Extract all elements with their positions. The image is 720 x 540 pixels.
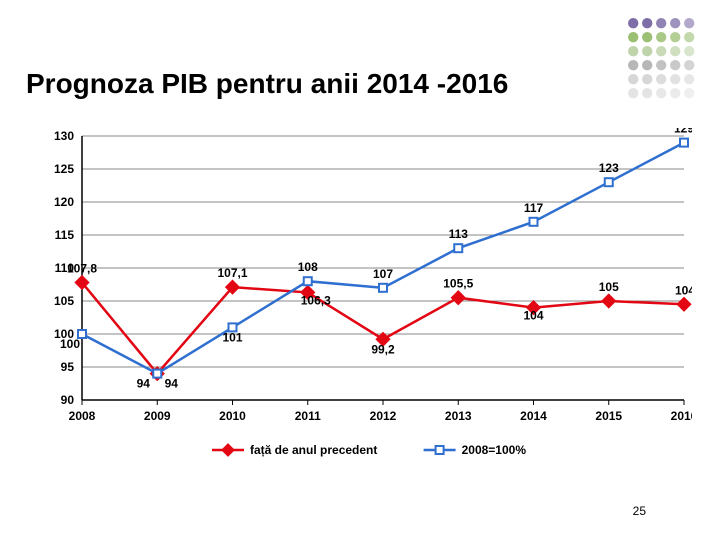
svg-text:107: 107 (373, 267, 393, 281)
svg-text:115: 115 (55, 228, 75, 242)
page-number: 25 (633, 504, 646, 518)
svg-text:față de anul precedent: față de anul precedent (250, 443, 377, 457)
svg-text:2011: 2011 (295, 409, 321, 423)
svg-text:107,8: 107,8 (67, 262, 97, 276)
svg-text:104,5: 104,5 (675, 283, 692, 297)
svg-text:105: 105 (599, 280, 619, 294)
svg-text:108: 108 (298, 260, 318, 274)
decorative-dot-grid (626, 16, 696, 100)
svg-text:113: 113 (449, 227, 469, 241)
svg-text:100: 100 (60, 337, 80, 351)
svg-text:106,3: 106,3 (301, 293, 331, 307)
svg-text:95: 95 (61, 360, 75, 374)
svg-text:2013: 2013 (445, 409, 472, 423)
svg-text:104: 104 (523, 309, 543, 323)
svg-text:90: 90 (61, 393, 75, 407)
svg-text:2016: 2016 (671, 409, 692, 423)
svg-text:130: 130 (54, 129, 74, 143)
svg-text:2014: 2014 (520, 409, 547, 423)
svg-text:125: 125 (54, 162, 74, 176)
svg-text:101: 101 (222, 330, 242, 344)
svg-text:2008: 2008 (69, 409, 96, 423)
svg-text:105,5: 105,5 (443, 277, 473, 291)
svg-text:129: 129 (674, 128, 692, 136)
svg-text:105: 105 (54, 294, 74, 308)
gdp-forecast-chart: 9095100105110115120125130200820092010201… (32, 128, 692, 468)
svg-text:117: 117 (524, 201, 544, 215)
svg-text:2008=100%: 2008=100% (462, 443, 527, 457)
svg-text:94: 94 (137, 377, 151, 391)
svg-text:120: 120 (54, 195, 74, 209)
svg-text:2015: 2015 (595, 409, 622, 423)
svg-text:107,1: 107,1 (217, 266, 247, 280)
svg-text:123: 123 (599, 161, 619, 175)
svg-text:2012: 2012 (370, 409, 397, 423)
svg-text:2009: 2009 (144, 409, 171, 423)
svg-text:99,2: 99,2 (371, 342, 395, 356)
svg-text:2010: 2010 (219, 409, 246, 423)
svg-text:94: 94 (165, 377, 179, 391)
slide-title: Prognoza PIB pentru anii 2014 -2016 (26, 68, 508, 100)
